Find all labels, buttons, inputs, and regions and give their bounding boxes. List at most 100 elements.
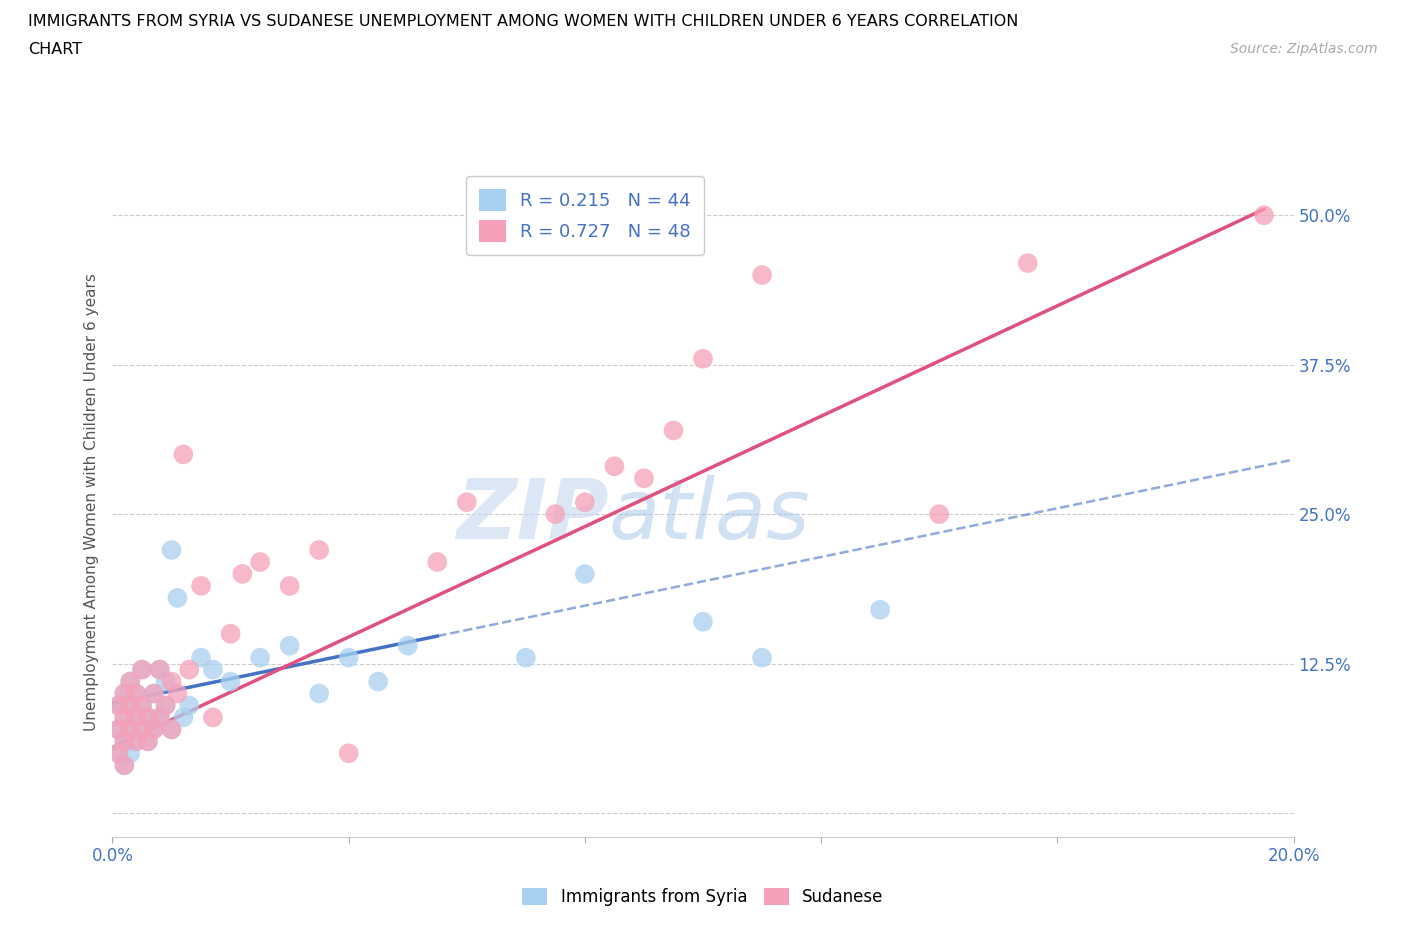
Point: [172, 710, 194, 724]
Point: [125, 686, 148, 701]
Point: [142, 686, 165, 701]
Point: [426, 554, 449, 569]
Point: [125, 710, 148, 724]
Point: [136, 710, 159, 724]
Point: [131, 662, 153, 677]
Point: [172, 447, 194, 462]
Point: [136, 734, 159, 749]
Point: [112, 758, 135, 773]
Legend: R = 0.215   N = 44, R = 0.727   N = 48: R = 0.215 N = 44, R = 0.727 N = 48: [467, 177, 703, 255]
Point: [155, 698, 177, 713]
Point: [190, 578, 212, 593]
Point: [112, 686, 135, 701]
Point: [112, 686, 135, 701]
Point: [160, 722, 183, 737]
Text: IMMIGRANTS FROM SYRIA VS SUDANESE UNEMPLOYMENT AMONG WOMEN WITH CHILDREN UNDER 6: IMMIGRANTS FROM SYRIA VS SUDANESE UNEMPL…: [28, 14, 1018, 29]
Point: [160, 542, 183, 557]
Point: [751, 268, 773, 283]
Point: [751, 650, 773, 665]
Point: [231, 566, 253, 581]
Point: [692, 352, 714, 366]
Point: [574, 495, 596, 510]
Point: [190, 650, 212, 665]
Point: [131, 662, 153, 677]
Point: [136, 734, 159, 749]
Point: [112, 710, 135, 724]
Text: atlas: atlas: [609, 475, 810, 556]
Point: [142, 722, 165, 737]
Point: [308, 686, 330, 701]
Point: [149, 710, 172, 724]
Point: [149, 710, 172, 724]
Point: [219, 674, 242, 689]
Point: [112, 710, 135, 724]
Point: [125, 734, 148, 749]
Point: [107, 698, 129, 713]
Point: [179, 662, 201, 677]
Point: [367, 674, 389, 689]
Point: [120, 674, 142, 689]
Point: [160, 674, 183, 689]
Point: [201, 662, 224, 677]
Point: [107, 698, 129, 713]
Point: [125, 734, 148, 749]
Point: [278, 638, 301, 653]
Point: [112, 734, 135, 749]
Point: [201, 710, 224, 724]
Point: [249, 554, 271, 569]
Point: [337, 650, 360, 665]
Y-axis label: Unemployment Among Women with Children Under 6 years: Unemployment Among Women with Children U…: [84, 273, 100, 731]
Point: [219, 626, 242, 641]
Text: ZIP: ZIP: [456, 475, 609, 556]
Point: [574, 566, 596, 581]
Point: [125, 686, 148, 701]
Point: [603, 458, 626, 473]
Point: [136, 710, 159, 724]
Point: [308, 542, 330, 557]
Point: [107, 746, 129, 761]
Point: [107, 722, 129, 737]
Point: [107, 722, 129, 737]
Point: [131, 722, 153, 737]
Point: [120, 722, 142, 737]
Point: [120, 698, 142, 713]
Point: [249, 650, 271, 665]
Point: [149, 662, 172, 677]
Point: [155, 674, 177, 689]
Point: [928, 507, 950, 522]
Point: [869, 603, 891, 618]
Point: [125, 710, 148, 724]
Point: [1253, 207, 1275, 222]
Point: [112, 758, 135, 773]
Point: [166, 591, 188, 605]
Point: [120, 674, 142, 689]
Point: [142, 722, 165, 737]
Point: [120, 722, 142, 737]
Point: [131, 722, 153, 737]
Point: [662, 423, 685, 438]
Point: [396, 638, 419, 653]
Point: [120, 746, 142, 761]
Point: [112, 734, 135, 749]
Point: [142, 686, 165, 701]
Point: [633, 471, 655, 485]
Text: CHART: CHART: [28, 42, 82, 57]
Point: [131, 698, 153, 713]
Point: [179, 698, 201, 713]
Point: [160, 722, 183, 737]
Legend: Immigrants from Syria, Sudanese: Immigrants from Syria, Sudanese: [516, 881, 890, 912]
Point: [149, 662, 172, 677]
Point: [131, 698, 153, 713]
Point: [278, 578, 301, 593]
Point: [1017, 256, 1039, 271]
Text: Source: ZipAtlas.com: Source: ZipAtlas.com: [1230, 42, 1378, 56]
Point: [544, 507, 567, 522]
Point: [166, 686, 188, 701]
Point: [337, 746, 360, 761]
Point: [692, 615, 714, 630]
Point: [456, 495, 478, 510]
Point: [107, 746, 129, 761]
Point: [120, 698, 142, 713]
Point: [515, 650, 537, 665]
Point: [155, 698, 177, 713]
